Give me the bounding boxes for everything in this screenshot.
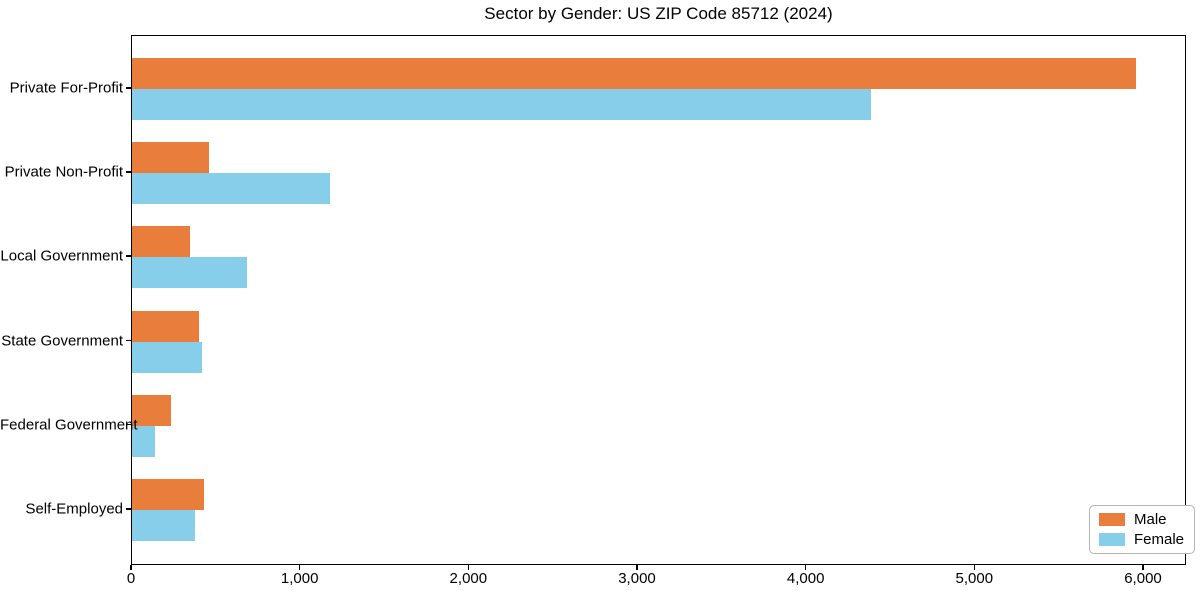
legend-swatch-male	[1099, 513, 1125, 526]
x-tick-mark	[298, 565, 301, 570]
y-tick-mark	[126, 255, 131, 257]
plot-area	[131, 35, 1186, 565]
bar-male-1	[132, 58, 1137, 89]
bar-female-6	[132, 510, 196, 541]
legend-entry-female: Female	[1099, 532, 1184, 547]
chart-title: Sector by Gender: US ZIP Code 85712 (202…	[484, 4, 833, 23]
y-axis-category-label: State Government	[1, 332, 123, 350]
bar-female-1	[132, 89, 871, 120]
bar-male-4	[132, 310, 199, 342]
y-tick-mark	[126, 87, 131, 89]
y-axis-category-label: Federal Government	[0, 416, 138, 434]
x-axis-tick-label: 4,000	[786, 570, 825, 587]
bar-male-6	[132, 479, 204, 510]
x-axis-tick-label: 3,000	[618, 570, 656, 587]
x-tick-mark	[130, 565, 132, 570]
x-tick-mark	[1142, 565, 1144, 570]
y-tick-mark	[126, 508, 131, 510]
legend-label: Male	[1134, 511, 1167, 528]
legend-entry-male: Male	[1099, 512, 1184, 527]
bar-female-3	[132, 257, 247, 289]
x-axis-tick-label: 5,000	[955, 570, 994, 587]
bar-female-5	[132, 425, 155, 457]
y-axis-category-label: Private For-Profit	[9, 79, 123, 97]
x-tick-mark	[636, 565, 638, 570]
x-tick-mark	[467, 565, 470, 570]
bar-female-2	[132, 173, 331, 205]
y-tick-mark	[126, 339, 131, 342]
bar-female-4	[132, 341, 202, 373]
y-axis-category-label: Local Government	[0, 247, 123, 265]
x-axis-tick-label: 1,000	[280, 570, 319, 587]
bar-male-2	[132, 142, 209, 174]
legend-label: Female	[1134, 531, 1185, 548]
legend: Male Female	[1089, 505, 1196, 554]
y-tick-mark	[126, 171, 131, 173]
x-tick-mark	[973, 565, 976, 570]
y-tick-mark	[126, 423, 131, 426]
x-axis-tick-label: 6,000	[1124, 570, 1162, 587]
y-axis-category-label: Self-Employed	[25, 500, 123, 518]
x-tick-mark	[804, 565, 807, 570]
x-axis-tick-label: 2,000	[449, 570, 488, 587]
bar-male-5	[132, 394, 171, 426]
x-axis-tick-label: 0	[126, 570, 136, 587]
bar-male-3	[132, 226, 191, 258]
y-axis-category-label: Private Non-Profit	[4, 163, 123, 181]
legend-swatch-female	[1099, 533, 1125, 546]
